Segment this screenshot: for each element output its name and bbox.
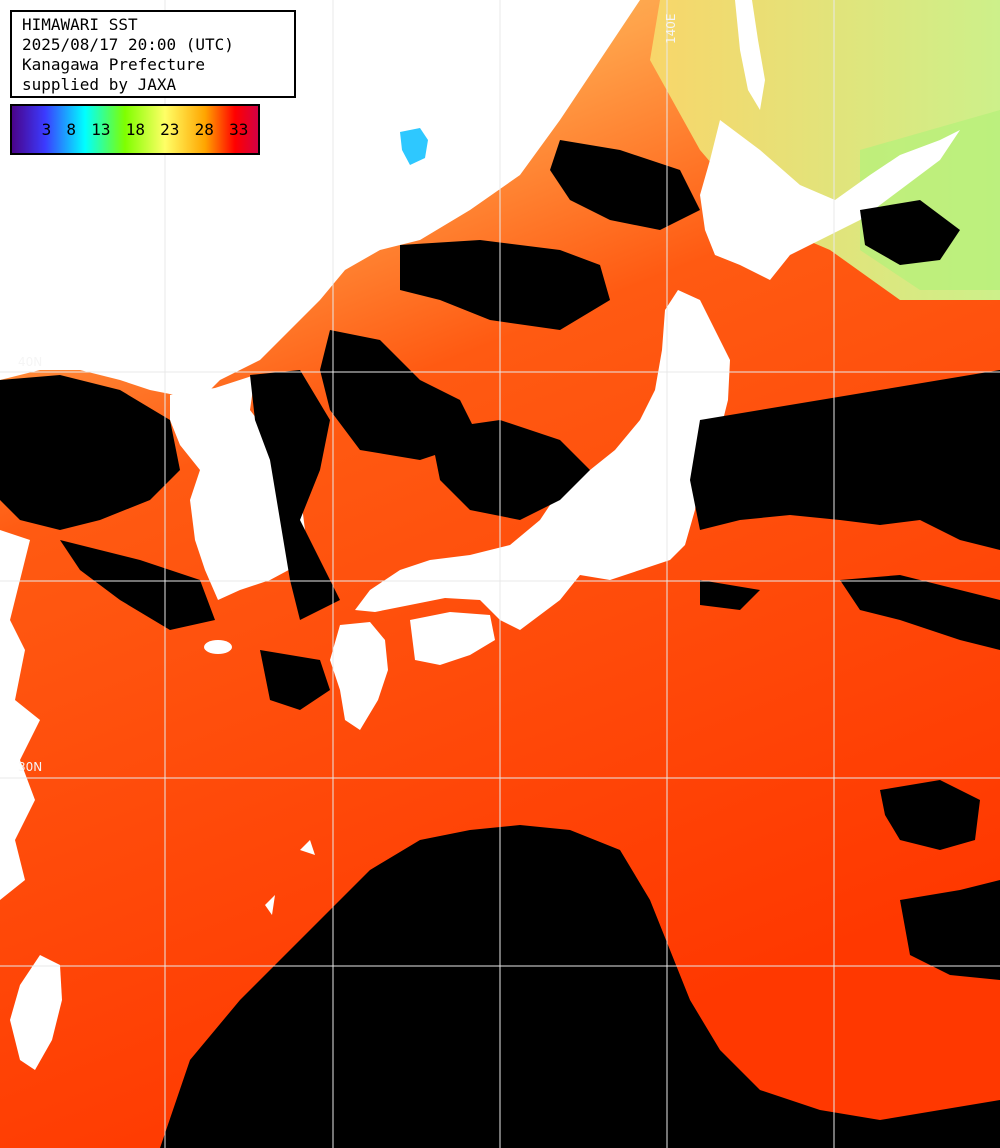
mainland-north	[0, 0, 640, 400]
honshu	[355, 290, 730, 630]
sakhalin	[735, 0, 765, 110]
title-line-4: supplied by JAXA	[22, 75, 177, 94]
lat-label-30n: 30N	[18, 760, 43, 774]
legend-tick: 8	[66, 120, 77, 139]
land	[0, 0, 960, 1070]
lon-label-140e: 140E	[664, 13, 678, 45]
china-coast	[0, 530, 40, 900]
legend-tick: 33	[229, 120, 249, 139]
lat-label-40n: 40N	[18, 355, 43, 369]
title-line-1: HIMAWARI SST	[22, 15, 138, 34]
jeju	[204, 640, 232, 654]
title-line-2: 2025/08/17 20:00 (UTC)	[22, 35, 234, 54]
temperature-legend: 3 8 13 18 23 28 33	[10, 104, 260, 155]
title-line-3: Kanagawa Prefecture	[22, 55, 206, 74]
taiwan	[10, 955, 62, 1070]
shikoku	[410, 612, 495, 665]
cloud-cover	[0, 140, 1000, 1148]
cyan-island	[400, 128, 428, 165]
kyushu	[330, 622, 388, 730]
legend-colorbar	[10, 104, 260, 155]
legend-tick: 28	[194, 120, 214, 139]
ryukyu-islands	[265, 840, 315, 915]
legend-tick: 13	[91, 120, 111, 139]
korea	[170, 375, 305, 600]
title-box: HIMAWARI SST 2025/08/17 20:00 (UTC) Kana…	[10, 10, 296, 98]
legend-tick: 3	[41, 120, 52, 139]
legend-tick: 23	[160, 120, 180, 139]
hokkaido	[700, 120, 960, 280]
legend-tick: 18	[125, 120, 145, 139]
